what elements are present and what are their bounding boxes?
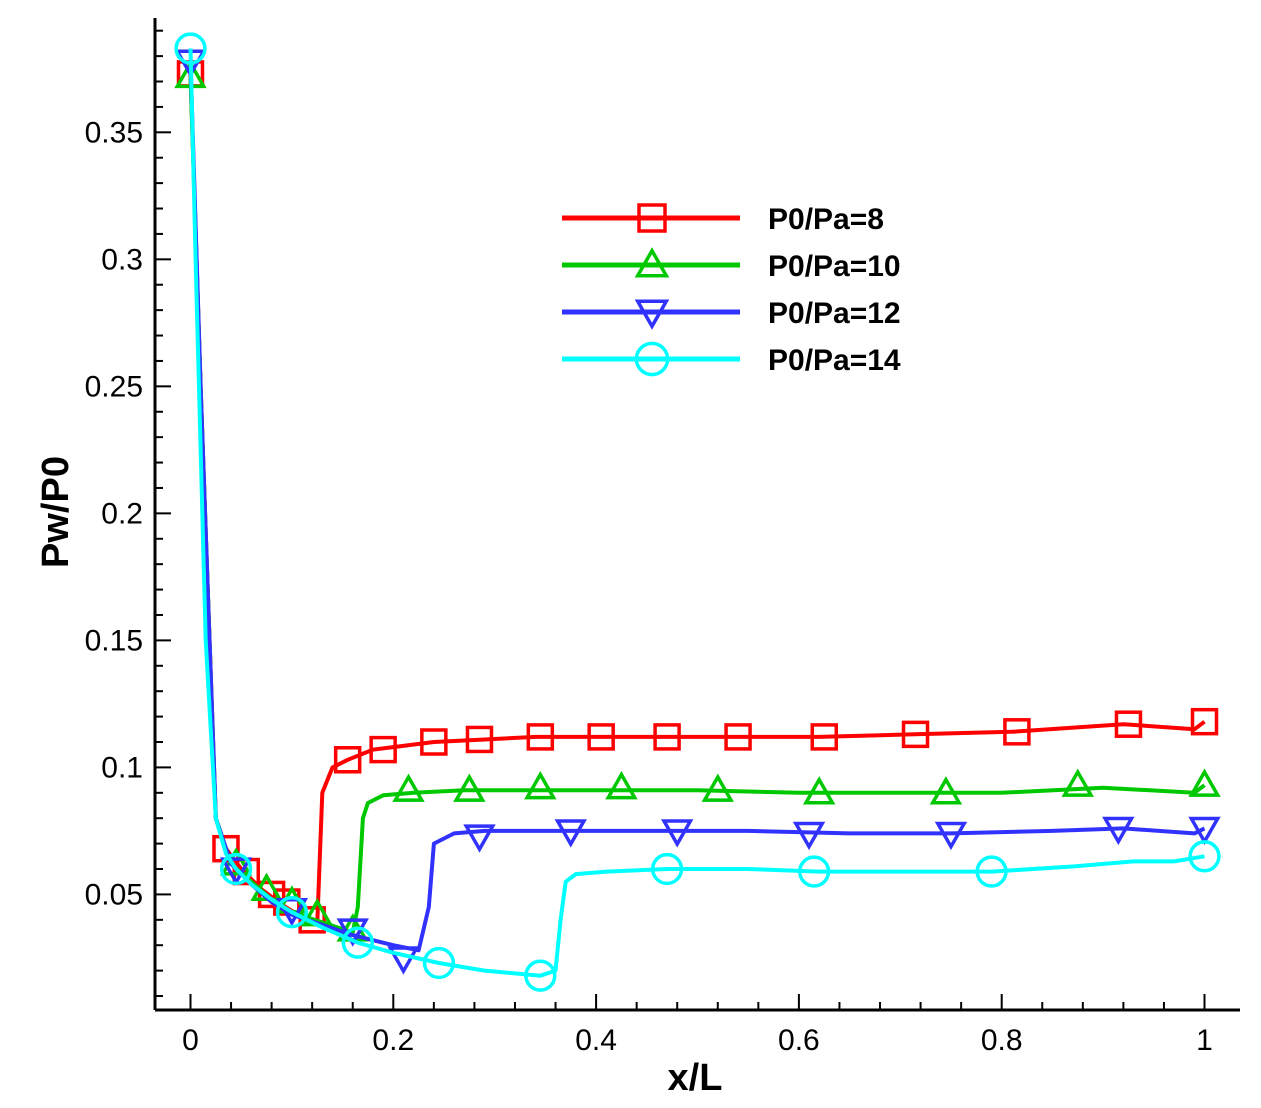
series-line (188, 73, 1206, 927)
data-point (524, 770, 557, 800)
data-point (392, 773, 425, 802)
data-point (219, 857, 253, 886)
y-tick-label: 0.25 (85, 370, 143, 403)
data-point (1114, 710, 1143, 738)
data-point (975, 855, 1008, 888)
legend: P0/Pa=8 P0/Pa=10 P0/Pa=12 P0/Pa=14 (562, 203, 901, 377)
data-point (387, 946, 420, 975)
series-line (188, 61, 1206, 953)
data-point (275, 896, 309, 929)
data-point (901, 720, 930, 749)
data-point (465, 725, 494, 754)
data-point (929, 776, 963, 805)
data-point (219, 852, 253, 886)
x-tick-label: 0.6 (778, 1024, 820, 1057)
legend-label: P0/Pa=8 (768, 203, 884, 236)
data-point (333, 746, 362, 774)
data-point (420, 728, 448, 756)
data-point (650, 852, 684, 886)
y-axis-title: Pw/P0 (35, 456, 77, 568)
legend-label: P0/Pa=10 (768, 250, 901, 283)
data-point (1102, 816, 1135, 846)
data-point (369, 735, 397, 764)
x-tick-label: 0.8 (981, 1024, 1023, 1057)
legend-item: P0/Pa=8 (562, 203, 884, 236)
data-point (605, 770, 638, 800)
x-tick-label: 0.2 (372, 1024, 414, 1057)
legend-item: P0/Pa=14 (562, 341, 901, 377)
data-point (1188, 768, 1221, 797)
data-point (463, 824, 496, 853)
legend-label: P0/Pa=14 (768, 344, 901, 377)
data-point (934, 821, 968, 851)
series-2 (174, 59, 1221, 942)
y-tick-label: 0.35 (85, 116, 143, 149)
data-point (802, 776, 836, 805)
y-tick-label: 0.15 (85, 624, 143, 657)
data-point (661, 819, 694, 848)
legend-marker (637, 203, 667, 233)
x-tick-label: 1 (1196, 1024, 1213, 1057)
data-point (275, 898, 309, 927)
data-point (701, 773, 734, 802)
axes-frame: 0 0.2 0.4 0.6 0.8 1 0.05 0.1 0.15 0.2 0.25 0.3 0.35 (85, 18, 1240, 1057)
data-point (341, 926, 374, 959)
y-tick-label: 0.3 (101, 243, 143, 276)
data-point (526, 723, 555, 751)
x-axis-title: x/L (668, 1057, 723, 1099)
data-point (810, 723, 839, 751)
legend-item: P0/Pa=10 (562, 247, 901, 283)
data-point (1061, 768, 1094, 797)
legend-marker (634, 341, 670, 377)
data-point (1003, 718, 1031, 746)
series-1 (176, 60, 1219, 934)
data-point (1188, 816, 1221, 846)
data-point (524, 959, 557, 992)
legend-label: P0/Pa=12 (768, 297, 901, 330)
series-4 (174, 32, 1221, 992)
y-tick-label: 0.2 (101, 497, 143, 530)
x-tick-label: 0 (182, 1024, 199, 1057)
data-point (792, 821, 826, 851)
series-line (188, 76, 1206, 935)
series-3 (174, 49, 1221, 975)
data-point (653, 723, 681, 751)
series-layer (174, 32, 1221, 992)
legend-item: P0/Pa=12 (562, 297, 901, 330)
data-point (797, 855, 831, 888)
data-point (453, 773, 486, 802)
data-point (724, 723, 752, 751)
y-tick-label: 0.05 (85, 878, 143, 911)
legend-marker (634, 299, 670, 330)
data-point (422, 946, 456, 980)
data-point (1190, 707, 1219, 736)
y-tick-label: 0.1 (101, 751, 143, 784)
data-point (587, 723, 615, 751)
data-point (554, 819, 587, 848)
legend-marker (634, 247, 670, 278)
x-tick-label: 0.4 (575, 1024, 617, 1057)
data-point (174, 32, 207, 65)
series-line (188, 48, 1205, 978)
data-point (1188, 840, 1221, 873)
